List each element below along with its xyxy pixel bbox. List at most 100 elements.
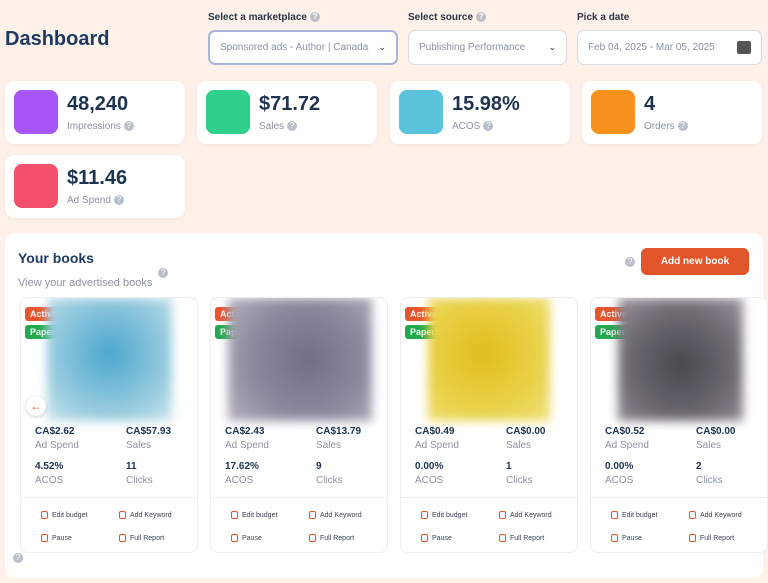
- metric-value: CA$57.93: [126, 426, 172, 437]
- metric-label: Ad Spend: [415, 440, 459, 451]
- stat-label: ACOS?: [452, 121, 494, 132]
- action-label: Add Keyword: [130, 511, 172, 519]
- filter-value: Sponsored ads - Author | Canada: [220, 42, 369, 53]
- stat-card: 4 Orders?: [582, 81, 762, 144]
- book-cover: [47, 298, 172, 421]
- action-label: Edit budget: [432, 511, 468, 519]
- divider: [401, 497, 577, 498]
- action-button[interactable]: Add Keyword: [689, 511, 742, 519]
- help-icon[interactable]: ?: [123, 121, 134, 132]
- action-icon: [231, 511, 238, 519]
- carousel-prev[interactable]: ←: [26, 396, 46, 416]
- action-label: Edit budget: [622, 511, 658, 519]
- stat-value: 4: [644, 93, 656, 115]
- filter-select[interactable]: Publishing Performance ⌄: [408, 30, 567, 65]
- action-button[interactable]: Add Keyword: [309, 511, 362, 519]
- action-icon: [309, 534, 316, 542]
- action-button[interactable]: Full Report: [119, 534, 164, 542]
- metric-value: CA$2.43: [225, 426, 265, 437]
- metric-value: CA$0.00: [506, 426, 546, 437]
- action-icon: [119, 511, 126, 519]
- action-button[interactable]: Full Report: [309, 534, 354, 542]
- metric-label: Sales: [126, 440, 152, 451]
- filter-value: Feb 04, 2025 - Mar 05, 2025: [588, 42, 715, 53]
- stat-icon: [206, 90, 250, 134]
- stat-label: Ad Spend?: [67, 195, 124, 206]
- metric-label: ACOS: [605, 475, 634, 486]
- help-icon[interactable]: ?: [476, 12, 487, 23]
- stat-card: 15.98% ACOS?: [390, 81, 570, 144]
- help-icon[interactable]: ?: [287, 121, 298, 132]
- stat-icon: [14, 90, 58, 134]
- action-button[interactable]: Pause: [231, 534, 262, 542]
- action-label: Edit budget: [52, 511, 88, 519]
- action-label: Pause: [622, 534, 642, 542]
- action-icon: [41, 534, 48, 542]
- help-icon[interactable]: ?: [13, 553, 23, 563]
- action-button[interactable]: Edit budget: [421, 511, 467, 519]
- metric-value: 9: [316, 461, 322, 472]
- action-button[interactable]: Edit budget: [611, 511, 657, 519]
- stat-label: Orders?: [644, 121, 688, 132]
- metric-label: Sales: [316, 440, 342, 451]
- help-icon[interactable]: ?: [158, 268, 168, 278]
- filter-label: Pick a date: [577, 12, 630, 23]
- help-icon[interactable]: ?: [625, 257, 635, 267]
- metric-value: CA$0.52: [605, 426, 645, 437]
- filter-label: Select a marketplace?: [208, 12, 320, 23]
- stat-icon: [399, 90, 443, 134]
- stat-value: $11.46: [67, 167, 128, 189]
- action-label: Full Report: [320, 534, 355, 542]
- metric-label: ACOS: [225, 475, 254, 486]
- action-icon: [309, 511, 316, 519]
- action-label: Add Keyword: [700, 511, 742, 519]
- metric-label: Clicks: [506, 475, 533, 486]
- action-icon: [119, 534, 126, 542]
- action-button[interactable]: Pause: [41, 534, 72, 542]
- page-title: Dashboard: [5, 28, 110, 50]
- action-button[interactable]: Pause: [611, 534, 642, 542]
- metric-value: 17.62%: [225, 461, 259, 472]
- action-icon: [499, 534, 506, 542]
- metric-label: Ad Spend: [35, 440, 79, 451]
- stat-card: $11.46 Ad Spend?: [5, 155, 185, 218]
- book-cover: [228, 298, 372, 421]
- action-icon: [499, 511, 506, 519]
- help-icon[interactable]: ?: [677, 121, 688, 132]
- action-button[interactable]: Edit budget: [41, 511, 87, 519]
- metric-label: Sales: [696, 440, 722, 451]
- dropdown-arrow: ⌄: [548, 42, 556, 52]
- action-button[interactable]: Add Keyword: [119, 511, 172, 519]
- book-cover: [618, 298, 743, 421]
- filter-select[interactable]: Feb 04, 2025 - Mar 05, 2025: [577, 30, 762, 65]
- action-label: Pause: [242, 534, 262, 542]
- dropdown-arrow: ⌄: [378, 42, 386, 52]
- action-button[interactable]: Full Report: [689, 534, 734, 542]
- metric-label: Clicks: [126, 475, 153, 486]
- action-label: Edit budget: [242, 511, 278, 519]
- action-button[interactable]: Full Report: [499, 534, 544, 542]
- metric-value: 0.00%: [605, 461, 634, 472]
- metric-label: Clicks: [316, 475, 343, 486]
- action-icon: [689, 534, 696, 542]
- action-button[interactable]: Edit budget: [231, 511, 277, 519]
- metric-value: 4.52%: [35, 461, 64, 472]
- action-button[interactable]: Add Keyword: [499, 511, 552, 519]
- help-icon[interactable]: ?: [309, 12, 320, 23]
- help-icon[interactable]: ?: [113, 195, 124, 206]
- action-button[interactable]: Pause: [421, 534, 452, 542]
- add-book-button[interactable]: Add new book: [641, 248, 749, 275]
- metric-label: ACOS: [35, 475, 64, 486]
- filter-select[interactable]: Sponsored ads - Author | Canada ⌄: [208, 30, 398, 65]
- action-label: Full Report: [130, 534, 165, 542]
- stat-icon: [591, 90, 635, 134]
- action-label: Full Report: [700, 534, 735, 542]
- divider: [211, 497, 387, 498]
- action-icon: [41, 511, 48, 519]
- stat-label: Impressions?: [67, 121, 134, 132]
- help-icon[interactable]: ?: [483, 121, 494, 132]
